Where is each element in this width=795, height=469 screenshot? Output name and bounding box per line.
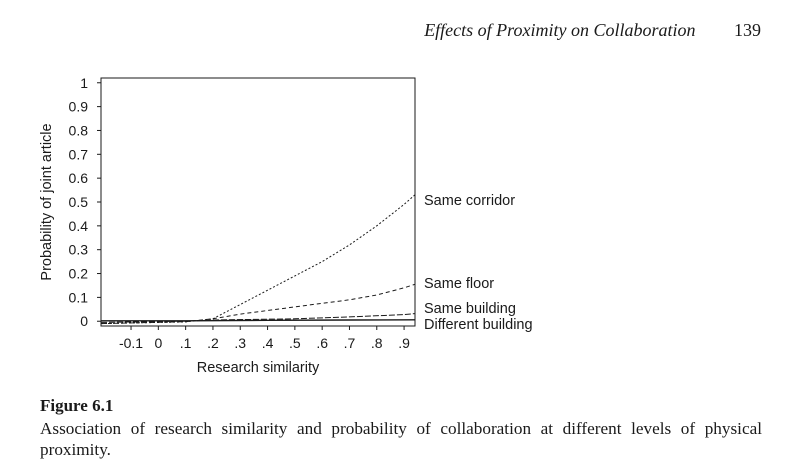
y-tick-label: 0.1 — [69, 289, 89, 305]
x-tick-label: .7 — [344, 335, 356, 351]
x-tick-label: .6 — [316, 335, 328, 351]
y-axis-title: Probability of joint article — [39, 123, 55, 280]
figure-caption: Association of research similarity and p… — [40, 419, 762, 459]
series-label: Same building — [424, 301, 516, 317]
y-tick-label: 1 — [80, 75, 88, 91]
page-number: 139 — [734, 20, 761, 40]
series-lines — [100, 194, 416, 325]
series-label: Different building — [424, 317, 533, 333]
series-label: Same floor — [424, 276, 494, 292]
y-axis: 0 0.1 0.2 0.3 0.4 0.5 0.6 0.7 0.8 0.9 1 — [69, 75, 101, 329]
x-tick-label: -0.1 — [119, 335, 143, 351]
y-tick-label: 0.5 — [69, 194, 89, 210]
y-tick-label: 0.4 — [69, 218, 89, 234]
plot-frame — [100, 77, 416, 327]
x-tick-label: .2 — [207, 335, 219, 351]
y-tick-label: 0.8 — [69, 122, 89, 138]
figure-label: Figure 6.1 — [40, 396, 114, 415]
x-axis: -0.1 0 .1 .2 .3 .4 .5 .6 .7 .8 .9 — [119, 326, 410, 351]
y-tick-label: 0.3 — [69, 242, 89, 258]
x-tick-label: .5 — [289, 335, 301, 351]
x-tick-label: .9 — [398, 335, 410, 351]
x-tick-label: .8 — [371, 335, 383, 351]
y-tick-label: 0.6 — [69, 170, 89, 186]
x-tick-label: .1 — [180, 335, 192, 351]
y-tick-label: 0.2 — [69, 266, 89, 282]
series-line-same-floor — [100, 283, 416, 325]
line-chart: -0.1 0.1.2.3.4.5.6.7.8.9 00.10.20.30.40.5… — [39, 75, 533, 376]
y-tick-label: 0.9 — [69, 99, 89, 115]
x-tick-label: 0 — [154, 335, 162, 351]
x-tick-label: .4 — [262, 335, 274, 351]
series-labels: Same corridor Same floor Same buildingDiff… — [424, 193, 533, 333]
y-tick-label: 0.7 — [69, 146, 89, 162]
running-head-title: Effects of Proximity on Collaboration — [424, 20, 696, 40]
y-tick-label: 0 — [80, 313, 88, 329]
running-head: Effects of Proximity on Collaboration 13… — [424, 20, 761, 41]
x-axis-title: Research similarity — [197, 360, 320, 376]
series-line-same-corridor — [100, 194, 416, 325]
x-tick-label: .3 — [234, 335, 246, 351]
series-label: Same corridor — [424, 193, 515, 209]
series-line-different-building — [101, 319, 416, 322]
